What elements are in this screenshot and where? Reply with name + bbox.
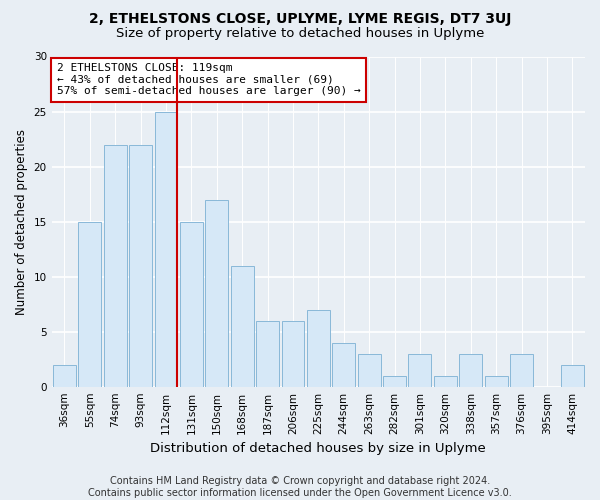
Bar <box>79 222 101 386</box>
Text: 2 ETHELSTONS CLOSE: 119sqm
← 43% of detached houses are smaller (69)
57% of semi: 2 ETHELSTONS CLOSE: 119sqm ← 43% of deta… <box>57 63 361 96</box>
X-axis label: Distribution of detached houses by size in Uplyme: Distribution of detached houses by size … <box>151 442 486 455</box>
Bar <box>434 376 457 386</box>
Bar <box>332 342 355 386</box>
Bar <box>180 222 203 386</box>
Bar <box>205 200 228 386</box>
Bar <box>383 376 406 386</box>
Bar <box>155 112 178 386</box>
Text: Size of property relative to detached houses in Uplyme: Size of property relative to detached ho… <box>116 28 484 40</box>
Text: 2, ETHELSTONS CLOSE, UPLYME, LYME REGIS, DT7 3UJ: 2, ETHELSTONS CLOSE, UPLYME, LYME REGIS,… <box>89 12 511 26</box>
Bar <box>53 364 76 386</box>
Bar <box>256 320 279 386</box>
Bar <box>409 354 431 386</box>
Bar <box>561 364 584 386</box>
Bar <box>104 144 127 386</box>
Bar <box>307 310 330 386</box>
Bar <box>231 266 254 386</box>
Bar <box>358 354 380 386</box>
Bar <box>510 354 533 386</box>
Y-axis label: Number of detached properties: Number of detached properties <box>15 128 28 314</box>
Text: Contains HM Land Registry data © Crown copyright and database right 2024.
Contai: Contains HM Land Registry data © Crown c… <box>88 476 512 498</box>
Bar <box>485 376 508 386</box>
Bar <box>281 320 304 386</box>
Bar <box>129 144 152 386</box>
Bar <box>459 354 482 386</box>
